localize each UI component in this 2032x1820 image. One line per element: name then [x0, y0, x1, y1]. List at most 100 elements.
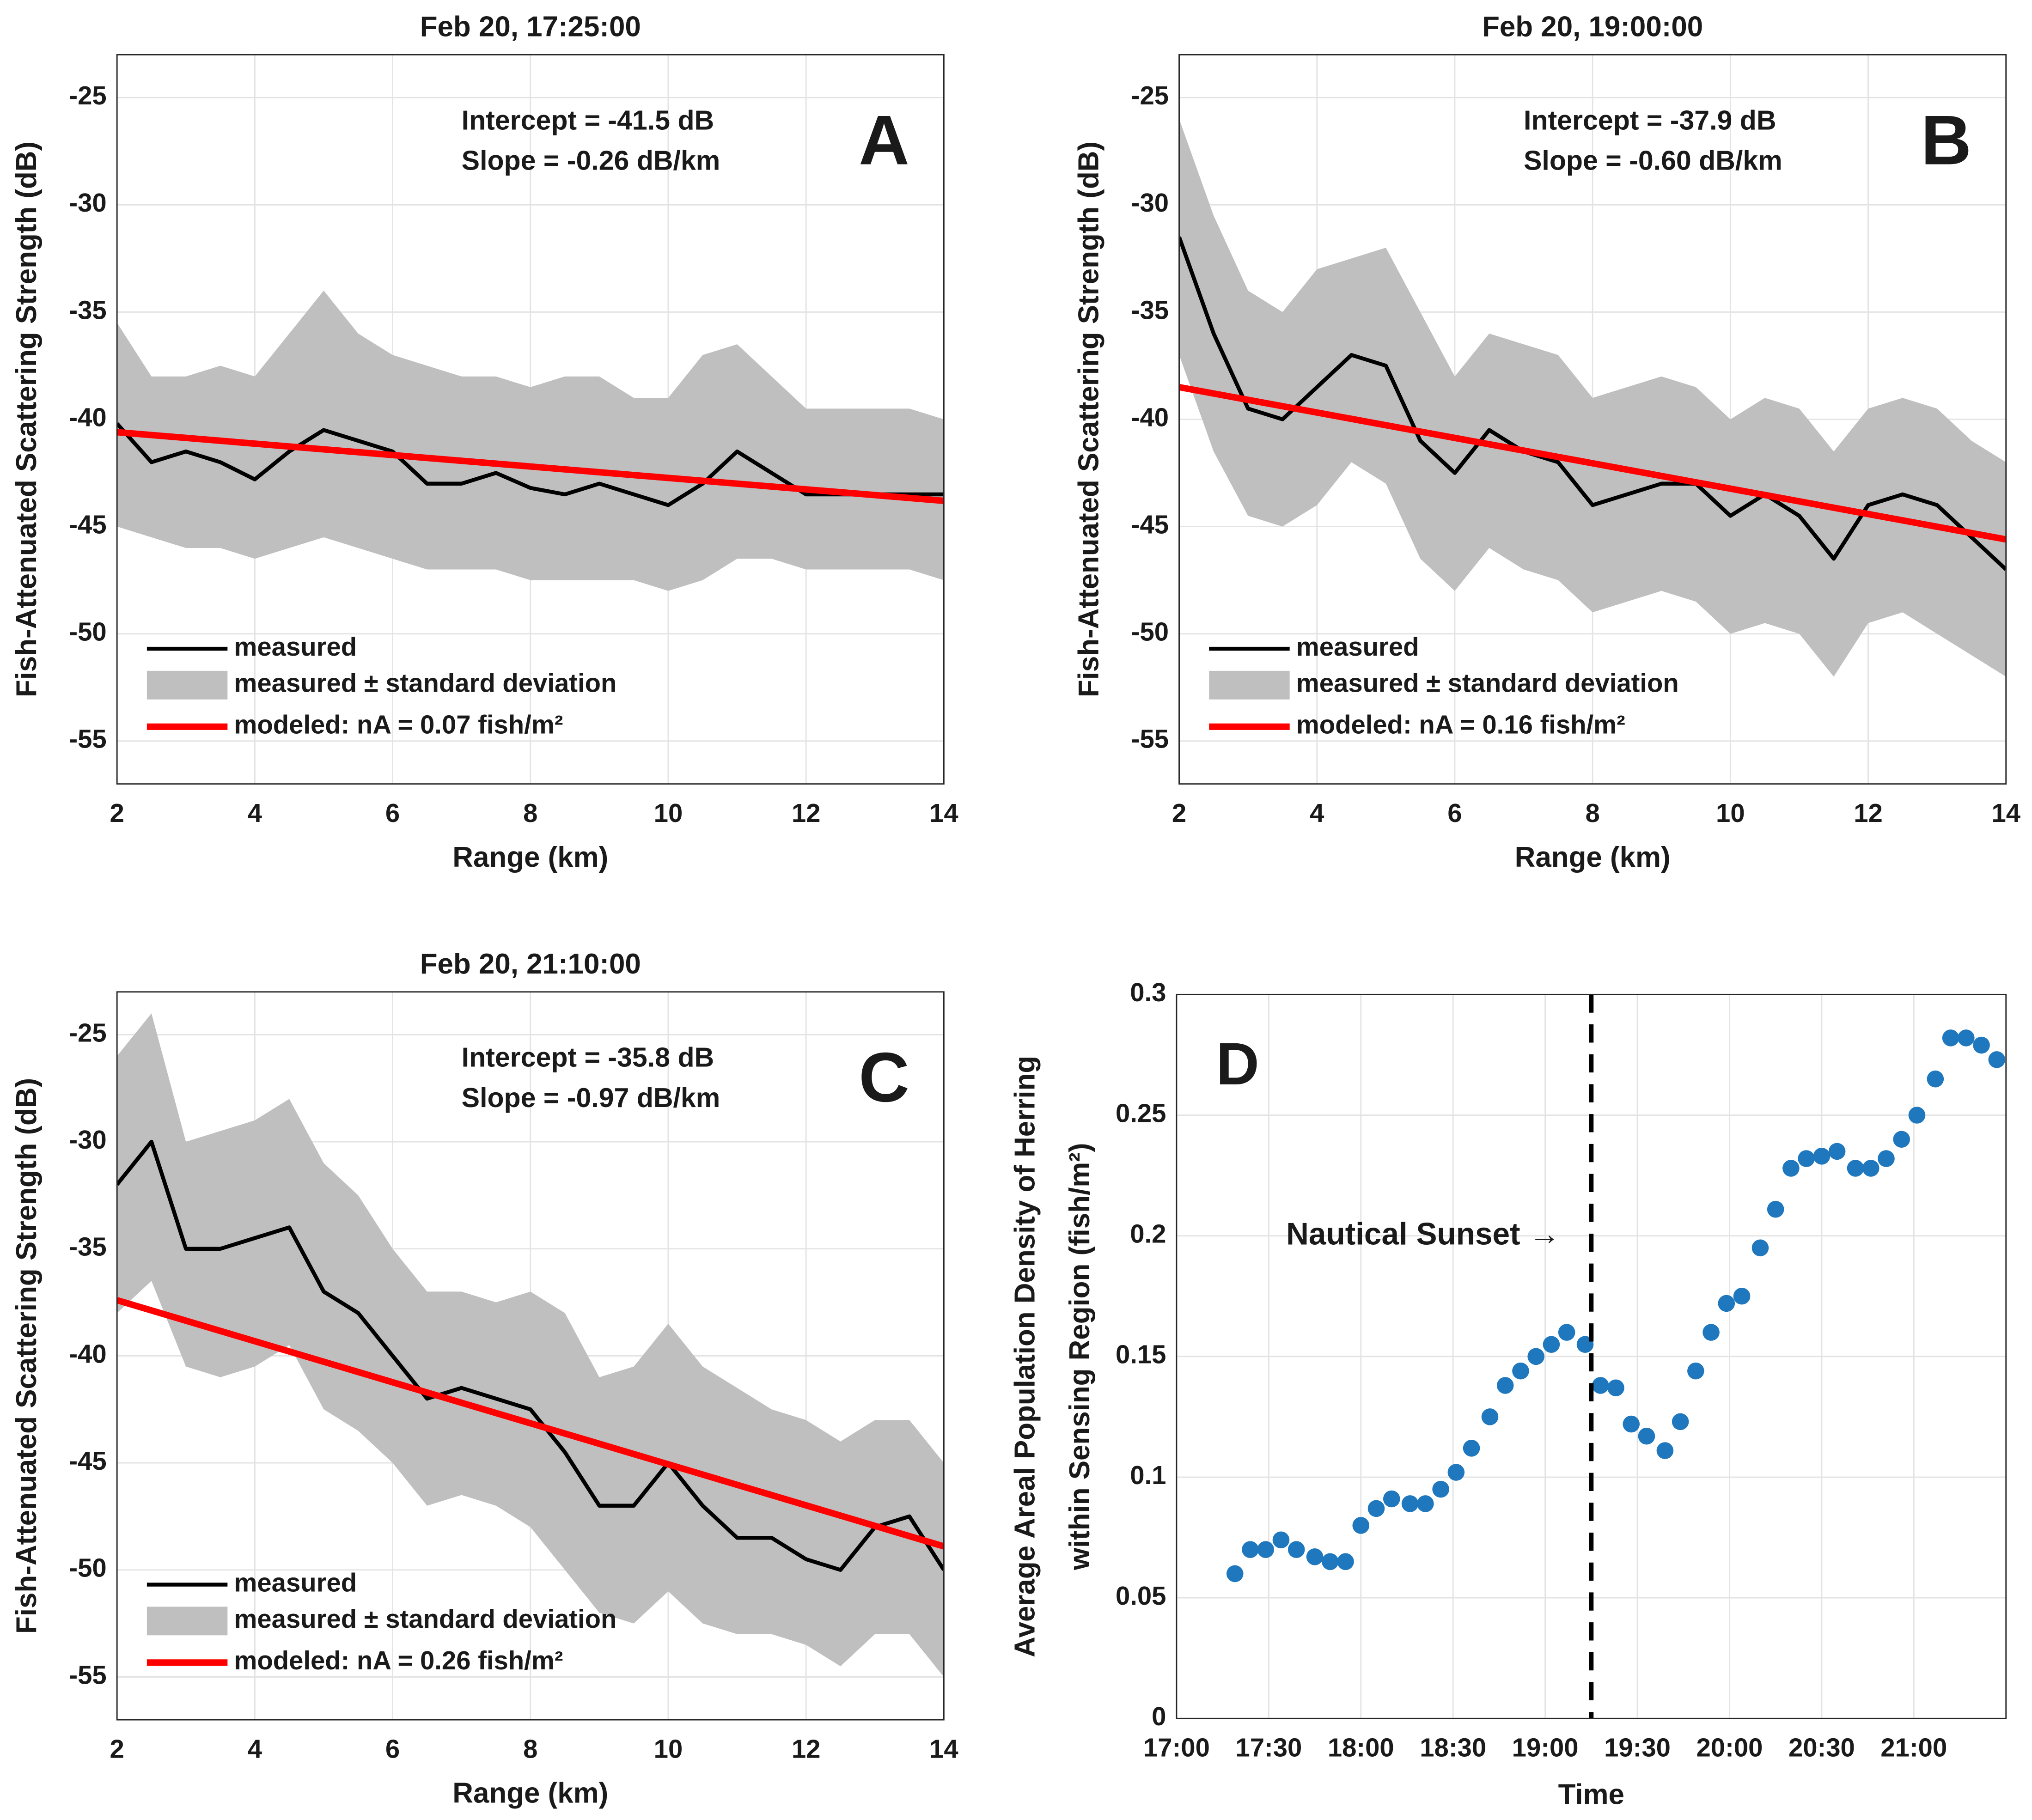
x-tick-label: 14 — [929, 798, 958, 828]
y-tick-label: -25 — [69, 1018, 106, 1047]
y-tick-label: -55 — [69, 724, 106, 754]
axes-frame — [1178, 54, 2007, 785]
x-axis-label: Time — [1558, 1778, 1624, 1810]
data-point — [1927, 1070, 1944, 1088]
x-tick-label: 4 — [1310, 798, 1324, 828]
std-band — [117, 291, 944, 591]
data-point — [1687, 1362, 1704, 1380]
panel-label: B — [1921, 101, 1971, 179]
x-tick-label: 12 — [792, 798, 821, 828]
y-tick-label: 0.05 — [1116, 1581, 1166, 1610]
plot-content — [117, 1013, 944, 1677]
y-axis-label: Fish-Attenuated Scattering Strength (dB) — [11, 141, 43, 697]
axes-frame — [116, 54, 945, 785]
y-tick-label: -25 — [1131, 81, 1169, 110]
data-point — [1767, 1200, 1784, 1218]
x-tick-label: 8 — [523, 1734, 537, 1763]
chart-title: Feb 20, 21:10:00 — [420, 948, 641, 980]
data-point — [1847, 1160, 1864, 1177]
x-tick-label: 6 — [385, 1734, 400, 1763]
plot-content — [117, 291, 944, 591]
data-point — [1813, 1148, 1831, 1165]
annotation: Intercept = -37.9 dB — [1524, 105, 1776, 135]
x-tick-label: 4 — [248, 1734, 262, 1763]
data-point — [1751, 1239, 1769, 1257]
x-tick-label: 2 — [110, 798, 124, 828]
y-tick-label: -55 — [1131, 724, 1169, 754]
y-tick-label: -30 — [69, 188, 106, 217]
data-point — [1447, 1464, 1465, 1481]
legend-label: measured — [234, 1568, 357, 1597]
data-point — [1623, 1415, 1640, 1433]
annotation: Slope = -0.26 dB/km — [462, 146, 720, 176]
data-point — [1893, 1131, 1910, 1148]
x-tick-label: 21:00 — [1880, 1733, 1947, 1762]
annotation: Slope = -0.97 dB/km — [462, 1083, 720, 1113]
data-point — [1527, 1348, 1544, 1365]
x-tick-label: 17:30 — [1235, 1733, 1302, 1762]
model-line — [117, 1297, 944, 1550]
y-tick-label: -35 — [1131, 295, 1169, 324]
x-tick-label: 12 — [1854, 798, 1883, 828]
data-point — [1607, 1379, 1624, 1397]
data-point — [1878, 1150, 1895, 1167]
plot-content — [1226, 1029, 2006, 1583]
x-axis-label: Range (km) — [452, 1777, 608, 1809]
data-point — [1638, 1427, 1655, 1445]
x-tick-label: 12 — [792, 1734, 821, 1763]
data-point — [1306, 1548, 1324, 1565]
chart-title: Feb 20, 17:25:00 — [420, 11, 641, 43]
x-tick-label: 19:30 — [1604, 1733, 1671, 1762]
data-point — [1782, 1160, 1800, 1177]
y-tick-label: -40 — [69, 402, 106, 432]
annotation: Intercept = -41.5 dB — [462, 105, 714, 135]
data-point — [1942, 1029, 1959, 1047]
y-tick-label: 0.3 — [1130, 978, 1166, 1007]
x-tick-label: 14 — [929, 1734, 958, 1763]
legend-label: modeled: nA = 0.07 fish/m² — [234, 710, 563, 739]
data-point — [1257, 1541, 1274, 1558]
data-point — [1383, 1490, 1400, 1508]
y-axis-label: Average Areal Population Density of Herr… — [1009, 1056, 1041, 1657]
data-point — [1226, 1565, 1244, 1583]
y-axis-label: Fish-Attenuated Scattering Strength (dB) — [11, 1078, 43, 1634]
model-line — [1179, 383, 2006, 543]
x-tick-label: 18:00 — [1328, 1733, 1394, 1762]
data-point — [1973, 1036, 1990, 1054]
x-axis-label: Range (km) — [452, 841, 608, 873]
x-tick-label: 2 — [1172, 798, 1186, 828]
std-band — [117, 1013, 944, 1677]
y-tick-label: 0.25 — [1116, 1098, 1166, 1127]
x-tick-label: 18:30 — [1420, 1733, 1486, 1762]
x-tick-label: 10 — [654, 1734, 683, 1763]
y-axis-label: within Sensing Region (fish/m²) — [1064, 1143, 1096, 1570]
y-tick-label: 0.1 — [1130, 1461, 1166, 1490]
data-point — [1512, 1362, 1529, 1380]
legend-label: measured ± standard deviation — [234, 669, 616, 698]
data-point — [1558, 1324, 1575, 1341]
data-point — [1656, 1442, 1674, 1459]
data-point — [1481, 1408, 1499, 1425]
data-point — [1242, 1541, 1259, 1558]
data-point — [1862, 1160, 1879, 1177]
data-point — [1288, 1541, 1305, 1558]
data-point — [1417, 1495, 1434, 1512]
x-tick-label: 20:30 — [1788, 1733, 1855, 1762]
data-point — [1272, 1531, 1290, 1549]
x-tick-label: 6 — [1447, 798, 1462, 828]
data-point — [1367, 1500, 1385, 1517]
y-tick-label: 0.15 — [1116, 1340, 1166, 1369]
y-tick-label: 0 — [1152, 1702, 1166, 1731]
y-axis-label: Fish-Attenuated Scattering Strength (dB) — [1073, 141, 1105, 697]
x-tick-label: 2 — [110, 1734, 124, 1763]
measured-line — [117, 1139, 944, 1572]
x-tick-label: 14 — [1991, 798, 2020, 828]
std-band — [1179, 119, 2006, 677]
legend-label: measured ± standard deviation — [234, 1604, 616, 1633]
data-point — [1543, 1336, 1560, 1353]
panel-label: C — [859, 1038, 909, 1117]
y-tick-label: -55 — [69, 1660, 106, 1689]
y-tick-label: -50 — [69, 617, 106, 646]
